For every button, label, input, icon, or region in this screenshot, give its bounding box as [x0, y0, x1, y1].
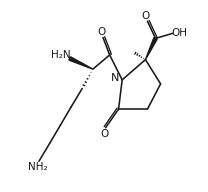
Text: O: O: [97, 27, 105, 37]
Text: N: N: [111, 73, 119, 83]
Polygon shape: [69, 57, 93, 69]
Text: OH: OH: [171, 28, 187, 38]
Text: NH₂: NH₂: [28, 162, 48, 172]
Polygon shape: [145, 38, 157, 60]
Text: O: O: [100, 129, 109, 139]
Text: H₂N: H₂N: [51, 50, 71, 60]
Text: O: O: [142, 11, 150, 21]
